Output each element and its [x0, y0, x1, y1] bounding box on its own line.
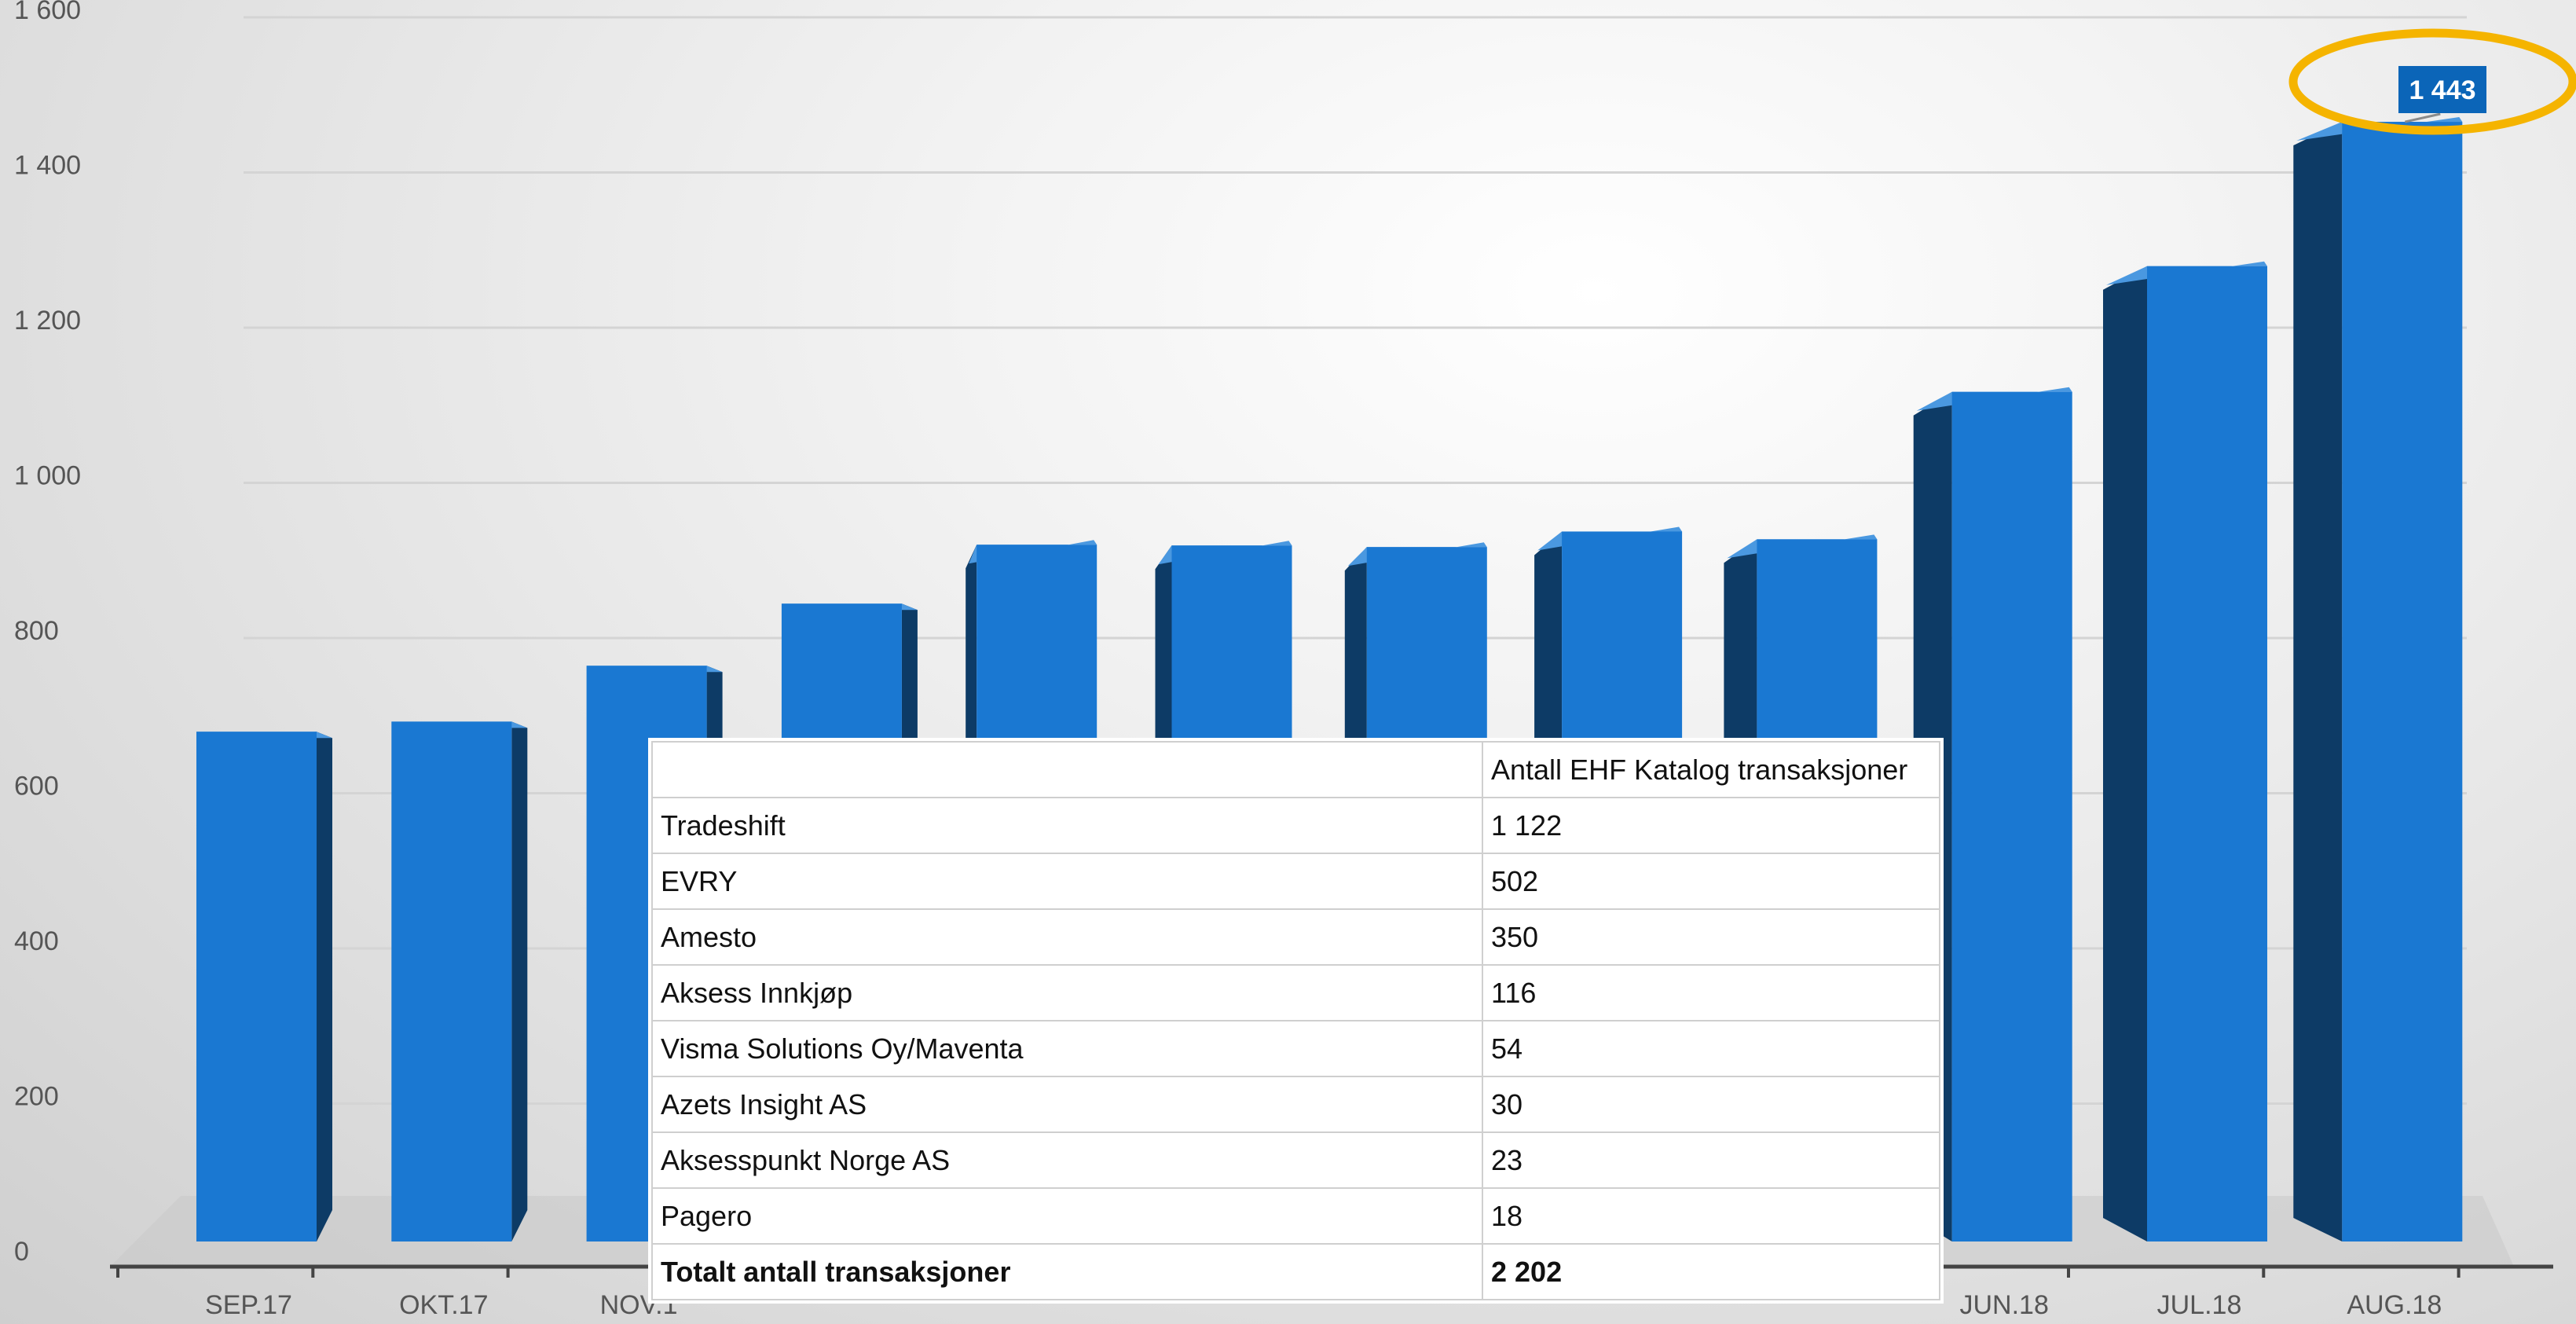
table-cell-value: 23	[1482, 1131, 1940, 1189]
table-cell-value: 54	[1482, 1020, 1940, 1077]
table-header-row: Antall EHF Katalog transaksjoner	[651, 741, 1940, 798]
x-tick-label: JUL.18	[2157, 1290, 2242, 1320]
table-cell-name: Tradeshift	[651, 797, 1483, 854]
bar-front	[2342, 122, 2463, 1242]
table-body: Antall EHF Katalog transaksjoner Tradeshi…	[651, 741, 1940, 1300]
y-axis-ticks: 0 200 400 600 800 1 000 1 200 1 400 1 600	[14, 0, 81, 1267]
y-tick-label: 1 600	[14, 0, 81, 25]
table-cell-name: EVRY	[651, 853, 1483, 910]
highlight-callout: 1 443	[2288, 28, 2576, 135]
x-tick-label: AUG.18	[2347, 1290, 2442, 1320]
bar	[196, 732, 332, 1241]
bar-side	[2293, 122, 2343, 1242]
callout-leader	[2404, 112, 2441, 123]
bar-front	[196, 732, 317, 1241]
y-tick-label: 600	[14, 772, 59, 801]
y-tick-label: 1 000	[14, 461, 81, 491]
table-row: Aksess Innkjøp 116	[651, 964, 1940, 1021]
bar-side	[2103, 266, 2147, 1241]
y-tick-label: 400	[14, 926, 59, 956]
bar-side	[317, 732, 332, 1241]
table-cell-name: Aksesspunkt Norge AS	[651, 1131, 1483, 1189]
table-cell-name: Aksess Innkjøp	[651, 964, 1483, 1021]
table-row: Aksesspunkt Norge AS 23	[651, 1131, 1940, 1189]
bar-front	[1951, 391, 2072, 1241]
table-row: Tradeshift 1 122	[651, 797, 1940, 854]
table-row: EVRY 502	[651, 853, 1940, 910]
callout-box	[2398, 66, 2486, 113]
bar-front	[2147, 266, 2267, 1241]
x-tick-label: OKT.17	[399, 1290, 488, 1320]
bar	[391, 721, 528, 1241]
table-row: Amesto 350	[651, 908, 1940, 966]
bar	[1913, 387, 2072, 1241]
callout-label: 1 443	[2409, 75, 2475, 105]
table-cell-name: Azets Insight AS	[651, 1076, 1483, 1133]
table-cell-name: Totalt antall transaksjoner	[651, 1243, 1483, 1300]
table-cell-value: 350	[1482, 908, 1940, 966]
table-cell-name: Visma Solutions Oy/Maventa	[651, 1020, 1483, 1077]
bar-side	[511, 721, 528, 1241]
table-total-row: Totalt antall transaksjoner 2 202	[651, 1243, 1940, 1300]
highlight-ring	[2288, 28, 2576, 135]
table-cell-name: Amesto	[651, 908, 1483, 966]
transactions-table: Antall EHF Katalog transaksjoner Tradeshi…	[651, 741, 1940, 1300]
bar	[2103, 261, 2267, 1241]
bar-top	[2106, 261, 2267, 285]
table-cell-value: 1 122	[1482, 797, 1940, 854]
y-tick-label: 1 400	[14, 151, 81, 181]
table-cell-value: Antall EHF Katalog transaksjoner	[1482, 741, 1940, 798]
x-tick-label: SEP.17	[205, 1290, 292, 1320]
table-cell-value: 116	[1482, 964, 1940, 1021]
table-cell-name	[651, 741, 1483, 798]
y-tick-label: 200	[14, 1082, 59, 1112]
bar	[2293, 117, 2463, 1242]
y-tick-label: 0	[14, 1237, 29, 1267]
table-cell-name: Pagero	[651, 1187, 1483, 1245]
table-cell-value: 502	[1482, 853, 1940, 910]
table-row: Azets Insight AS 30	[651, 1076, 1940, 1133]
y-tick-label: 1 200	[14, 306, 81, 336]
y-tick-label: 800	[14, 616, 59, 646]
x-tick-label: JUN.18	[1960, 1290, 2049, 1320]
table-cell-value: 2 202	[1482, 1243, 1940, 1300]
table-row: Pagero 18	[651, 1187, 1940, 1245]
table-cell-value: 18	[1482, 1187, 1940, 1245]
table-row: Visma Solutions Oy/Maventa 54	[651, 1020, 1940, 1077]
bar-front	[391, 721, 512, 1241]
table-cell-value: 30	[1482, 1076, 1940, 1133]
